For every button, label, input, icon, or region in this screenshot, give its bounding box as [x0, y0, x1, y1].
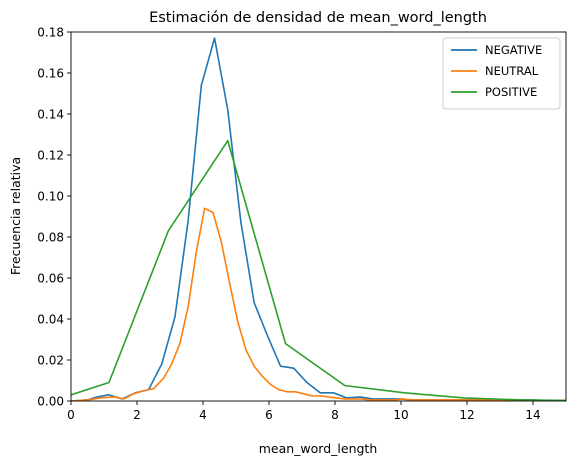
- chart-title: Estimación de densidad de mean_word_leng…: [149, 10, 487, 26]
- x-tick-label: 14: [525, 408, 540, 422]
- legend-label-positive: POSITIVE: [485, 85, 537, 99]
- x-tick-label: 4: [199, 408, 207, 422]
- x-tick-label: 6: [265, 408, 273, 422]
- x-axis-ticks: 0 2 4 6 8 10 12 14: [67, 401, 541, 422]
- y-tick-label: 0.12: [37, 149, 64, 163]
- y-tick-label: 0.00: [37, 395, 64, 409]
- y-axis-ticks: 0.00 0.02 0.04 0.06 0.08 0.10 0.12 0.14 0.16 0.18: [37, 26, 71, 409]
- plot-frame: [70, 31, 567, 402]
- y-tick-label: 0.06: [37, 272, 64, 286]
- legend-label-neutral: NEUTRAL: [485, 64, 539, 78]
- x-tick-label: 2: [133, 408, 141, 422]
- y-tick-label: 0.02: [37, 354, 64, 368]
- y-tick-label: 0.14: [37, 108, 64, 122]
- series-lines: [71, 37, 566, 401]
- x-axis-label: mean_word_length: [259, 441, 378, 456]
- y-tick-label: 0.04: [37, 313, 64, 327]
- plot-area: 0 2 4 6 8 10 12 140.000.020.040.060.080.100.120…: [37, 26, 567, 422]
- y-tick-label: 0.10: [37, 190, 64, 204]
- x-tick-label: 12: [459, 408, 474, 422]
- x-tick-label: 0: [67, 408, 75, 422]
- x-tick-label: 10: [393, 408, 408, 422]
- legend: NEGATIVE NEUTRAL POSITIVE: [442, 37, 561, 110]
- series-line-neutral: [71, 207, 566, 401]
- y-tick-label: 0.08: [37, 231, 64, 245]
- y-tick-label: 0.18: [37, 26, 64, 40]
- legend-label-negative: NEGATIVE: [485, 43, 542, 57]
- x-tick-label: 8: [331, 408, 339, 422]
- y-axis-label: Frecuencia relativa: [8, 157, 23, 275]
- y-tick-label: 0.16: [37, 67, 64, 81]
- series-line-positive: [71, 139, 566, 401]
